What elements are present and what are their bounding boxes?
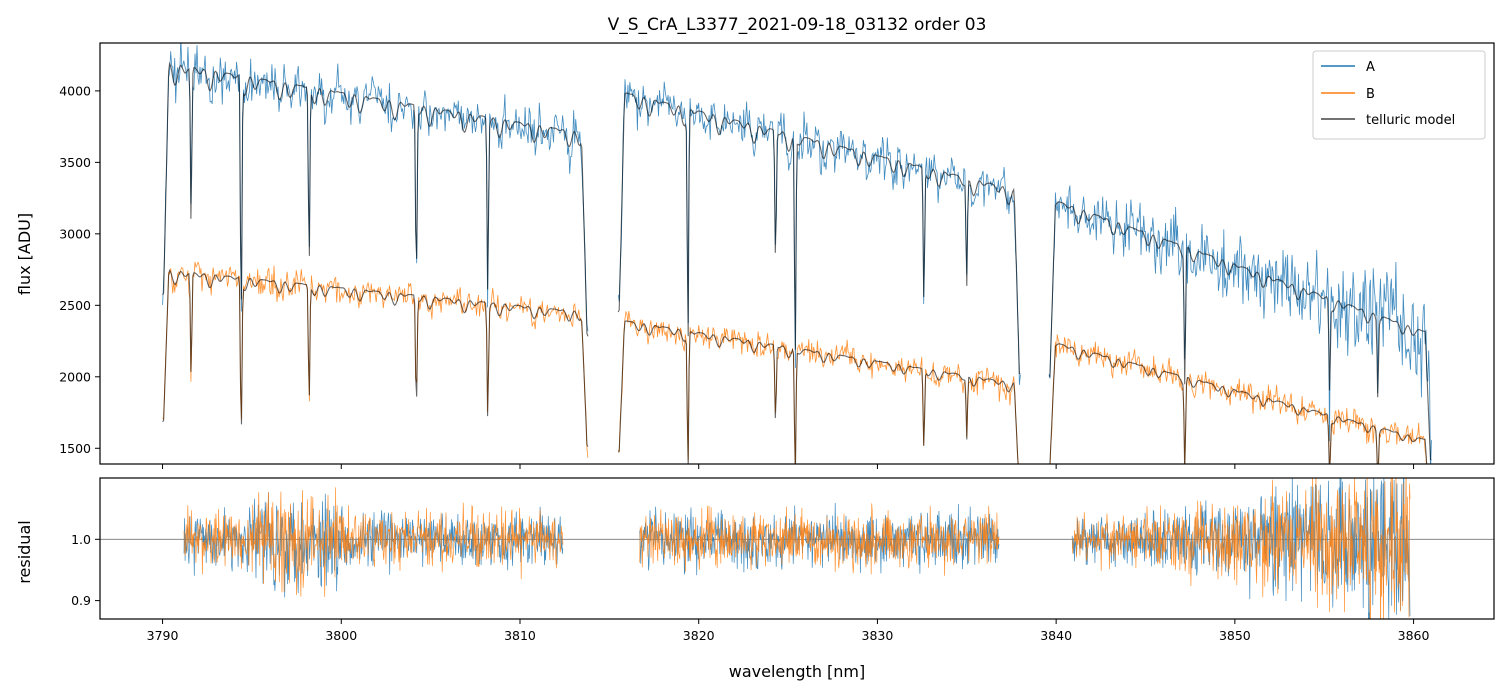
legend: A B telluric model [1312, 50, 1486, 140]
x-tick-label: 3790 [147, 628, 179, 643]
legend-frame [1312, 50, 1486, 140]
x-tick-label: 3850 [1219, 628, 1251, 643]
series-a-segment-3 [1048, 185, 1432, 464]
x-tick-label: 3840 [1040, 628, 1072, 643]
main-plot-frame [99, 42, 1495, 465]
telluric-model-b-segment-2 [617, 320, 1019, 464]
residual-b-segment-3 [1071, 478, 1411, 619]
main-panel: 1500 2000 2500 3000 3500 4000 flux [ADU] A B … [15, 42, 1495, 469]
telluric-model-a-segment-2 [617, 92, 1021, 375]
legend-label-a: A [1366, 60, 1375, 75]
residual-panel: 3790 3800 3810 3820 3830 3840 3850 3860 0.91.0 … [15, 477, 1495, 681]
x-axis-label: wavelength [nm] [729, 662, 866, 681]
residual-b-segment-2 [639, 503, 1000, 576]
main-y-tick-label: 4000 [59, 83, 91, 98]
telluric-model-a-segment-3 [1048, 201, 1432, 461]
residual-b-segment-1 [183, 487, 564, 597]
series-b-segment-2 [617, 310, 1019, 464]
main-y-tick-label: 1500 [59, 441, 91, 456]
telluric-model-b-segment-3 [1049, 343, 1428, 464]
residual-y-tick-label: 0.9 [71, 593, 91, 608]
series-b-segment-3 [1049, 334, 1427, 464]
main-y-tick-label: 3000 [59, 226, 91, 241]
main-y-tick-label: 3500 [59, 155, 91, 170]
telluric-model-b-segment-1 [162, 268, 589, 447]
series-b-segment-1 [162, 261, 589, 458]
legend-label-b: B [1366, 87, 1375, 102]
residual-y-tick-label: 1.0 [71, 532, 91, 547]
main-y-tick-label: 2500 [59, 298, 91, 313]
x-tick-label: 3860 [1398, 628, 1430, 643]
x-tick-label: 3810 [504, 628, 536, 643]
residual-a-segment-1 [183, 492, 564, 598]
x-tick-label: 3830 [862, 628, 894, 643]
residual-y-axis-label: residual [15, 520, 34, 583]
series-a-segment-2 [617, 79, 1021, 385]
x-tick-label: 3800 [325, 628, 357, 643]
legend-label-telluric: telluric model [1366, 113, 1455, 128]
chart-title: V_S_CrA_L3377_2021-09-18_03132 order 03 [608, 15, 987, 35]
main-y-axis-label: flux [ADU] [15, 213, 34, 295]
telluric-model-a-segment-1 [162, 61, 589, 337]
main-y-tick-label: 2000 [59, 369, 91, 384]
x-tick-label: 3820 [683, 628, 715, 643]
series-a-segment-1 [162, 43, 589, 332]
residual-plot-frame [99, 477, 1495, 620]
